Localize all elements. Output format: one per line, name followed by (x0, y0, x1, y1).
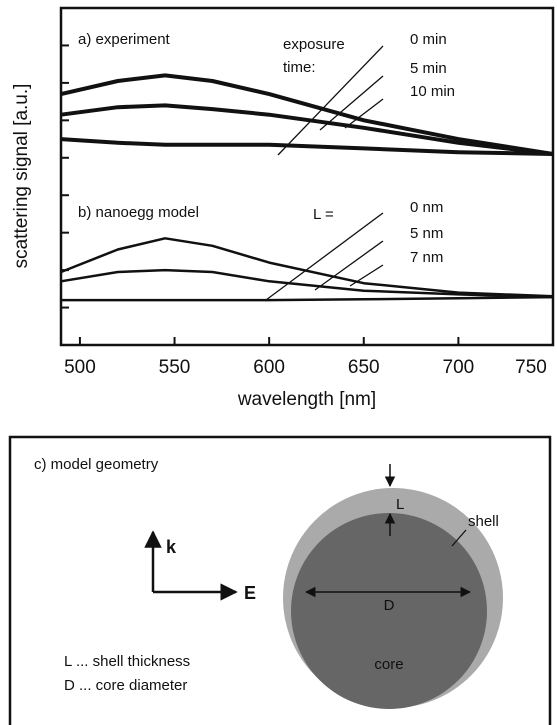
leader-line (277, 45, 384, 156)
series-line (60, 268, 554, 299)
series-label: 0 min (410, 31, 447, 48)
annotation: exposure (283, 36, 345, 53)
leader-line (314, 240, 384, 291)
x-tick-label: 550 (159, 357, 191, 378)
core-label: core (374, 656, 403, 673)
diagram-title: c) model geometry (34, 456, 159, 473)
series-label: 10 min (410, 83, 455, 100)
e-label: E (244, 583, 256, 603)
leader-line (265, 212, 384, 301)
shell-label: shell (468, 513, 499, 530)
series-label: 7 nm (410, 249, 443, 266)
diagram-frame (8, 435, 552, 725)
series-label: 5 min (410, 60, 447, 77)
x-tick-label: 650 (348, 357, 380, 378)
series-line (61, 295, 554, 302)
series-label: 5 nm (410, 225, 443, 242)
leader-line (319, 75, 384, 131)
x-tick-label: 500 (64, 357, 96, 378)
legend-text: L ... shell thickness (64, 653, 190, 670)
series-line (60, 137, 554, 156)
x-tick-label: 750 (515, 357, 547, 378)
x-tick-label: 600 (253, 357, 285, 378)
leader-line (349, 264, 384, 287)
panel-b-label: b) nanoegg model (78, 204, 199, 221)
series-line (60, 103, 554, 156)
legend-text: D ... core diameter (64, 677, 187, 694)
x-tick-label: 700 (443, 357, 475, 378)
k-label: k (166, 537, 177, 557)
x-axis-label: wavelength [nm] (237, 389, 376, 410)
d-label: D (384, 597, 395, 614)
panel-a-label: a) experiment (78, 31, 171, 48)
annotation: L = (313, 206, 334, 223)
series-label: 0 nm (410, 199, 443, 216)
y-axis-label: scattering signal [a.u.] (11, 84, 32, 269)
series-line (60, 73, 554, 156)
diagram: c) model geometry k E L ... shell thickn… (8, 435, 552, 725)
shell-leader (451, 529, 467, 547)
core-circle (291, 513, 487, 709)
series-line (60, 237, 554, 298)
leader-line (344, 98, 384, 129)
annotation: time: (283, 59, 316, 76)
plot-frame (59, 6, 555, 347)
l-label: L (396, 496, 404, 513)
